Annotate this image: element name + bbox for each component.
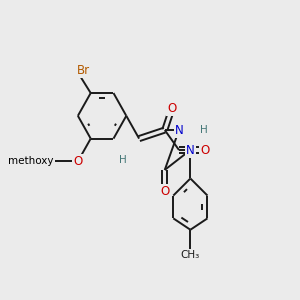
Text: H: H [200,125,208,135]
Text: CH₃: CH₃ [181,250,200,260]
Text: O: O [73,155,83,168]
Text: methoxy: methoxy [8,156,54,167]
Text: O: O [200,143,209,157]
Text: N: N [186,143,195,157]
Text: O: O [167,102,176,115]
Text: Br: Br [76,64,90,77]
Text: N: N [175,124,183,136]
Text: O: O [160,185,170,198]
Text: H: H [118,155,126,165]
